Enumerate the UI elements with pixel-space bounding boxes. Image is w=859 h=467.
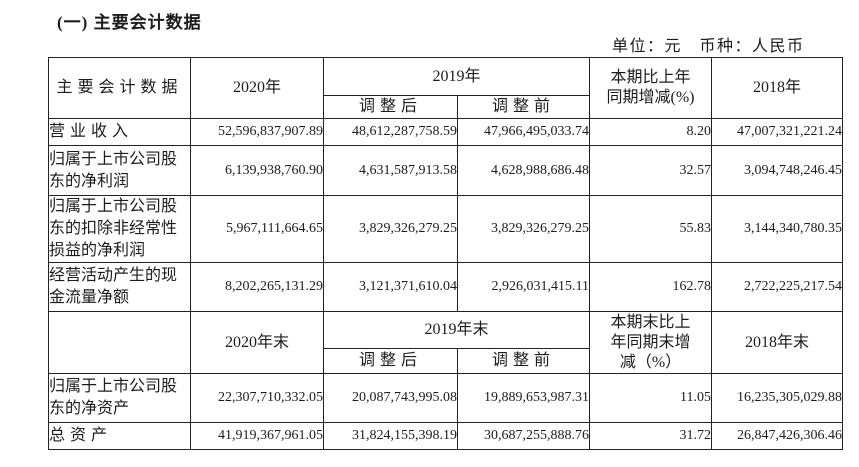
header-adjusted-after: 调整后 [323, 348, 458, 374]
unit-currency-note: 单位：元 币种：人民币 [612, 38, 805, 55]
table-row: 归属于上市公司股 东的扣除非经常性 损益的净利润 5,967,111,664.6… [48, 195, 844, 263]
cell-2020: 6,139,938,760.90 [190, 145, 324, 196]
cell-2019-adjusted-after: 20,087,743,995.08 [323, 373, 458, 423]
key-accounting-data-table: 主要会计数据 2020年 2019年 本期比上年 同期增减(%) 2018年 调… [48, 57, 844, 450]
row-label: 归属于上市公司股 东的扣除非经常性 损益的净利润 [48, 195, 191, 263]
cell-change-pct: 31.72 [589, 422, 713, 450]
cell-2018: 3,144,340,780.35 [711, 195, 844, 263]
cell-2020: 8,202,265,131.29 [190, 262, 324, 312]
cell-2020: 52,596,837,907.89 [190, 118, 324, 146]
table-row: 营业收入 52,596,837,907.89 48,612,287,758.59… [48, 118, 844, 146]
cell-2020: 22,307,710,332.05 [190, 373, 324, 423]
row-label: 归属于上市公司股 东的净资产 [48, 373, 191, 423]
table-row: 归属于上市公司股 东的净资产 22,307,710,332.05 20,087,… [48, 373, 844, 423]
cell-2019-adjusted-after: 4,631,587,913.58 [323, 145, 458, 196]
header-year-2019: 2019年 [322, 57, 591, 96]
header-adjusted-before: 调整前 [456, 348, 591, 374]
cell-2019-adjusted-before: 47,966,495,033.74 [456, 118, 591, 146]
cell-2018: 2,722,225,217.54 [711, 262, 844, 312]
cell-2019-adjusted-before: 30,687,255,888.76 [456, 422, 591, 450]
cell-2019-adjusted-after: 31,824,155,398.19 [323, 422, 458, 450]
header-adjusted-before: 调整前 [456, 95, 591, 119]
cell-2020: 5,967,111,664.65 [190, 195, 324, 263]
cell-2019-adjusted-before: 3,829,326,279.25 [456, 195, 591, 263]
cell-2020: 41,919,367,961.05 [190, 422, 324, 450]
section-title: (一) 主要会计数据 [57, 13, 202, 32]
row-label: 经营活动产生的现 金流量净额 [48, 262, 191, 312]
header-main-label: 主要会计数据 [48, 57, 191, 119]
table-row: 经营活动产生的现 金流量净额 8,202,265,131.29 3,121,37… [48, 262, 844, 312]
header-empty-cell [48, 311, 191, 374]
cell-change-pct: 32.57 [589, 145, 713, 196]
cell-2019-adjusted-before: 2,926,031,415.11 [456, 262, 591, 312]
cell-2019-adjusted-after: 3,121,371,610.04 [323, 262, 458, 312]
cell-2018: 16,235,305,029.88 [711, 373, 844, 423]
cell-2019-adjusted-after: 48,612,287,758.59 [323, 118, 458, 146]
cell-change-pct: 8.20 [589, 118, 713, 146]
cell-2019-adjusted-before: 19,889,653,987.31 [456, 373, 591, 423]
header-yearend-change-pct: 本期末比上 年同期末增 减（%） [589, 311, 713, 374]
header-year-2020: 2020年 [190, 57, 324, 119]
header-adjusted-after: 调整后 [323, 95, 458, 119]
header-yearend-2020: 2020年末 [190, 311, 324, 374]
cell-change-pct: 162.78 [589, 262, 713, 312]
header-yearend-2019: 2019年末 [322, 311, 591, 349]
cell-2019-adjusted-after: 3,829,326,279.25 [323, 195, 458, 263]
row-label: 归属于上市公司股 东的净利润 [48, 145, 191, 196]
cell-change-pct: 11.05 [589, 373, 713, 423]
cell-change-pct: 55.83 [589, 195, 713, 263]
header-change-pct: 本期比上年 同期增减(%) [589, 57, 713, 119]
cell-2018: 3,094,748,246.45 [711, 145, 844, 196]
cell-2018: 47,007,321,221.24 [711, 118, 844, 146]
row-label: 总资产 [48, 422, 191, 450]
cell-2018: 26,847,426,306.46 [711, 422, 844, 450]
header-year-2018: 2018年 [711, 57, 844, 119]
table-row: 总资产 41,919,367,961.05 31,824,155,398.19 … [48, 422, 844, 450]
table-row: 归属于上市公司股 东的净利润 6,139,938,760.90 4,631,58… [48, 145, 844, 196]
header-yearend-2018: 2018年末 [711, 311, 844, 374]
row-label: 营业收入 [48, 118, 191, 146]
cell-2019-adjusted-before: 4,628,988,686.48 [456, 145, 591, 196]
